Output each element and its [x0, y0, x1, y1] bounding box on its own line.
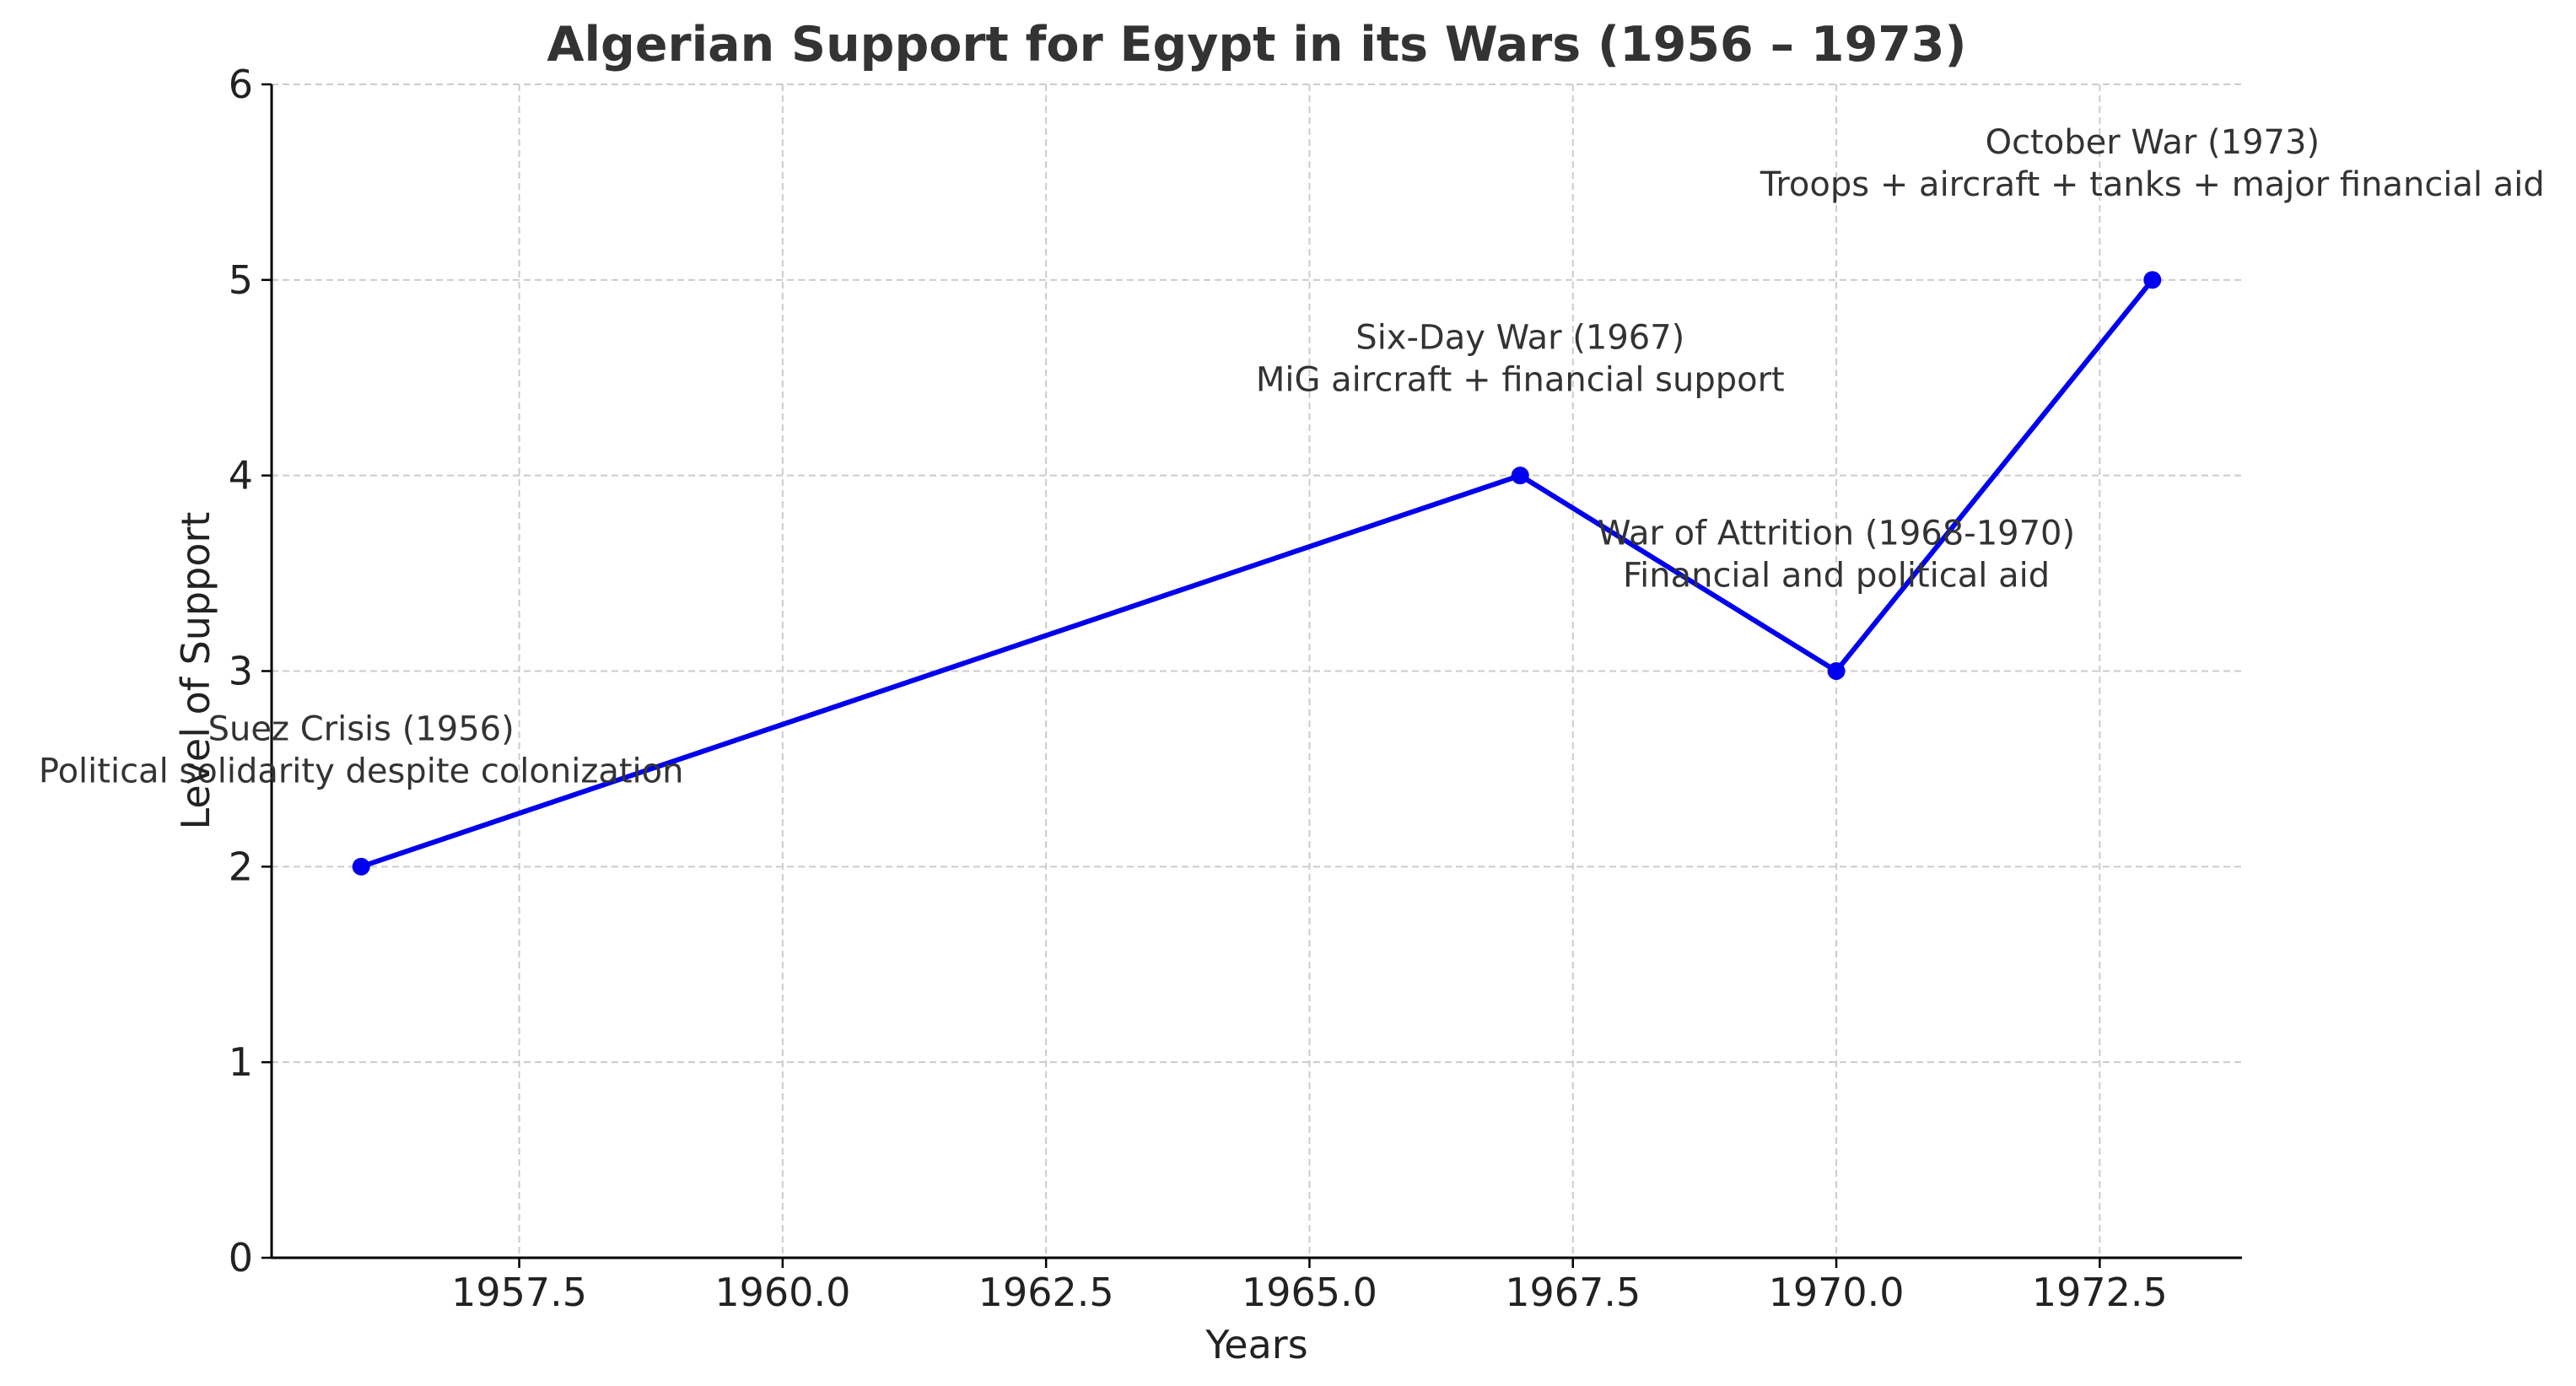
- data-point: [1511, 466, 1529, 485]
- x-tick-label: 1965.0: [1242, 1270, 1377, 1315]
- y-tick-label: 1: [229, 1039, 253, 1085]
- series-line: [358, 277, 2155, 870]
- x-tick-label: 1962.5: [978, 1270, 1114, 1315]
- x-tick-label: 1972.5: [2032, 1270, 2168, 1315]
- annotation-label: Financial and political aid: [1623, 557, 2050, 596]
- series: [352, 271, 2162, 876]
- chart-title: Algerian Support for Egypt in its Wars (…: [547, 17, 1966, 73]
- y-ticks: 0 1 2 3 4 5 6: [229, 62, 272, 1281]
- y-tick-label: 2: [229, 844, 253, 889]
- grid: [272, 84, 2242, 1258]
- y-axis-label: Level of Support: [173, 512, 218, 830]
- annotation-label: Suez Crisis (1956): [208, 709, 515, 748]
- data-point: [1827, 662, 1846, 680]
- x-tick-label: 1967.5: [1505, 1270, 1641, 1315]
- x-tick-label: 1960.0: [714, 1270, 850, 1315]
- x-tick-label: 1970.0: [1769, 1270, 1905, 1315]
- annotation-label: Troops + aircraft + tanks + major financ…: [1760, 165, 2545, 204]
- y-tick-label: 4: [229, 453, 253, 499]
- annotation-label: October War (1973): [1986, 123, 2320, 162]
- data-point: [2143, 271, 2162, 289]
- y-tick-label: 0: [229, 1235, 253, 1281]
- annotation-label: Political solidarity despite colonizatio…: [39, 752, 684, 790]
- x-ticks: 1957.5 1960.0 1962.5 1965.0 1967.5 1970.0 1972…: [451, 1258, 2168, 1315]
- y-tick-label: 3: [229, 649, 253, 694]
- annotation-label: MiG aircraft + financial support: [1256, 361, 1785, 400]
- annotation-label: Six-Day War (1967): [1355, 319, 1684, 358]
- annotations: Suez Crisis (1956) Political solidarity d…: [39, 123, 2545, 790]
- annotation-label: War of Attrition (1968-1970): [1598, 515, 2075, 553]
- axes: [270, 84, 2242, 1259]
- x-axis-label: Years: [1204, 1322, 1307, 1367]
- y-tick-label: 6: [229, 62, 253, 107]
- x-tick-label: 1957.5: [451, 1270, 587, 1315]
- y-tick-label: 5: [229, 257, 253, 303]
- data-point: [352, 857, 370, 876]
